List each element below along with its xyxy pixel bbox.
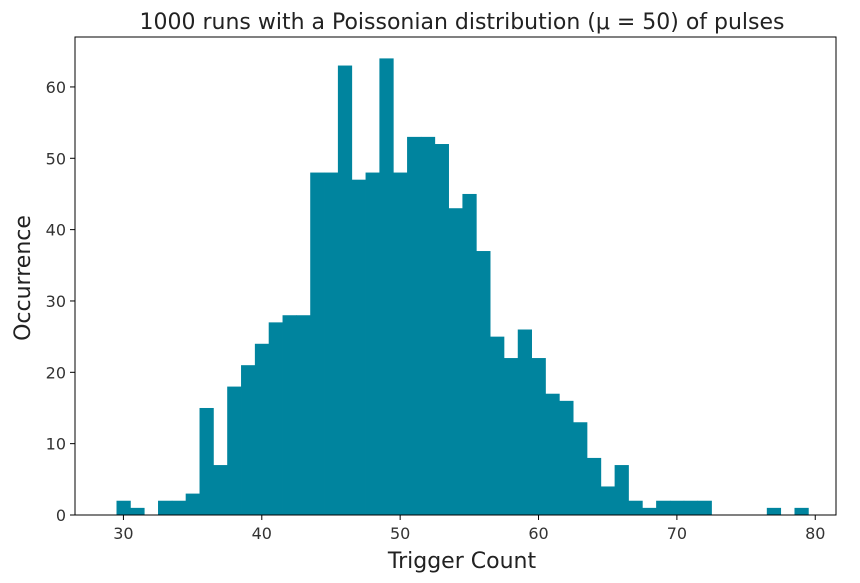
x-tick-label: 30: [113, 524, 133, 543]
x-tick-label: 50: [390, 524, 410, 543]
histogram-bar: [282, 315, 297, 515]
histogram-bar: [268, 322, 283, 515]
histogram-bar: [490, 336, 505, 515]
y-tick-label: 30: [46, 292, 66, 311]
y-axis-label: Occurrence: [11, 215, 36, 341]
histogram-bar: [766, 507, 782, 515]
histogram-bar: [185, 493, 200, 515]
histogram-bar: [517, 329, 532, 515]
histogram-bar: [697, 500, 712, 515]
y-tick-label: 20: [46, 363, 66, 382]
histogram-bar: [420, 136, 436, 515]
histogram-bar: [213, 465, 228, 515]
histogram-bar: [669, 500, 685, 515]
histogram-bar: [296, 315, 311, 515]
histogram-bar: [434, 144, 449, 515]
histogram-bar: [573, 422, 588, 515]
histogram-bar: [545, 393, 560, 515]
y-axis-ticks: 0 10 20 30 40 50 60: [46, 78, 75, 525]
histogram-bar: [559, 400, 574, 515]
histogram-bar: [683, 500, 699, 515]
histogram-bar: [379, 58, 394, 515]
y-tick-label: 10: [46, 435, 66, 454]
histogram-bar: [254, 343, 270, 515]
histogram-bar: [656, 500, 671, 515]
histogram-bar: [351, 179, 366, 515]
histogram-bar: [628, 500, 643, 515]
histogram-bar: [462, 193, 477, 515]
histogram-bar: [324, 172, 339, 515]
histogram-bar: [476, 251, 491, 515]
histogram-bar: [448, 208, 463, 515]
x-tick-label: 40: [252, 524, 272, 543]
histogram-bar: [310, 172, 325, 515]
histogram-bar: [171, 500, 187, 515]
x-axis-label: Trigger Count: [387, 549, 537, 574]
histogram-bar: [241, 365, 256, 515]
histogram-bar: [586, 457, 602, 515]
histogram-bar: [503, 358, 519, 515]
histogram-bar: [130, 507, 145, 515]
y-tick-label: 60: [46, 78, 66, 97]
histogram-bar: [642, 507, 657, 515]
histogram-bar: [199, 407, 214, 515]
histogram-bar: [794, 507, 809, 515]
histogram-bar: [116, 500, 131, 515]
chart-title: 1000 runs with a Poissonian distribution…: [139, 10, 784, 35]
x-axis-ticks: 30 40 50 60 70 80: [113, 515, 825, 543]
histogram-bar: [531, 358, 546, 515]
histogram-bar: [158, 500, 173, 515]
histogram-bars: [116, 58, 809, 515]
histogram-bar: [393, 172, 408, 515]
y-tick-label: 50: [46, 149, 66, 168]
histogram-bar: [337, 65, 353, 515]
y-tick-label: 0: [56, 506, 66, 525]
y-tick-label: 40: [46, 221, 66, 240]
x-tick-label: 70: [667, 524, 687, 543]
x-tick-label: 60: [528, 524, 548, 543]
histogram-bar: [614, 465, 629, 515]
histogram-bar: [407, 136, 422, 515]
plot-frame: [74, 36, 837, 516]
histogram-bar: [600, 486, 616, 515]
x-tick-label: 80: [805, 524, 825, 543]
histogram-bar: [365, 172, 380, 515]
histogram-bar: [227, 386, 242, 515]
